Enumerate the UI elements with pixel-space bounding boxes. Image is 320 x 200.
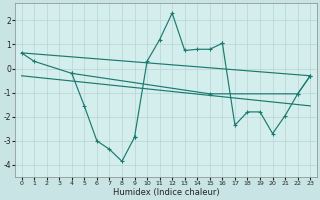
X-axis label: Humidex (Indice chaleur): Humidex (Indice chaleur) bbox=[113, 188, 219, 197]
